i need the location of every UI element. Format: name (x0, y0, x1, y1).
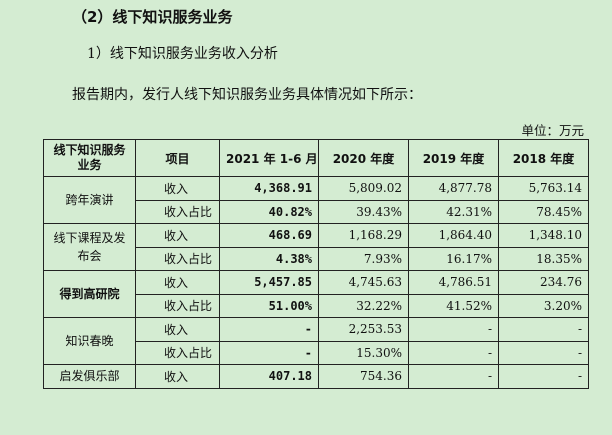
value-2019: 4,877.78 (408, 176, 499, 201)
business-name: 得到高研院 (43, 270, 136, 318)
table-row: 收入占比 40.82% 39.43% 42.31% 78.45% (44, 199, 589, 224)
header-2020: 2020 年度 (318, 139, 409, 177)
business-name: 跨年演讲 (43, 176, 136, 224)
item-label: 收入占比 (135, 199, 220, 224)
table-row: 得到高研院 收入 5,457.85 4,745.63 4,786.51 234.… (43, 270, 589, 318)
table-row: 收入占比 4.38% 7.93% 16.17% 18.35% (44, 246, 589, 271)
value-2019: 1,864.40 (408, 223, 499, 248)
unit-label: 单位：万元 (521, 123, 584, 138)
item-label: 收入 (135, 317, 220, 342)
intro-paragraph: 报告期内，发行人线下知识服务业务具体情况如下所示： (72, 87, 422, 103)
table-row: 启发俱乐部 收入 407.18 754.36 - - (43, 364, 589, 389)
table-header-row: 线下知识服务业务 项目 2021 年 1-6 月 2020 年度 2019 年度… (43, 139, 589, 177)
item-label: 收入 (135, 364, 220, 389)
value-2020: 1,168.29 (318, 223, 409, 248)
value-2021h1: 4,368.91 (219, 176, 319, 201)
item-label: 收入占比 (135, 340, 220, 365)
item-label: 收入 (135, 223, 220, 248)
value-2019: 41.52% (408, 293, 499, 318)
subsection-heading: 1）线下知识服务业务收入分析 (87, 46, 278, 62)
value-2020: 2,253.53 (318, 317, 409, 342)
business-name: 启发俱乐部 (43, 364, 136, 389)
value-2021h1: 40.82% (219, 199, 319, 224)
value-2018: 18.35% (498, 246, 589, 271)
value-2020: 5,809.02 (318, 176, 409, 201)
value-2019: 4,786.51 (408, 270, 499, 295)
value-2018: 5,763.14 (498, 176, 589, 201)
value-2020: 15.30% (318, 340, 409, 365)
table-row: 知识春晚 收入 - 2,253.53 - - (43, 317, 589, 365)
value-2020: 4,745.63 (318, 270, 409, 295)
header-2018: 2018 年度 (498, 139, 589, 177)
value-2019: - (408, 340, 499, 365)
value-2021h1: 5,457.85 (219, 270, 319, 295)
business-name: 知识春晚 (43, 317, 136, 365)
item-label: 收入占比 (135, 246, 220, 271)
item-label: 收入 (135, 176, 220, 201)
value-2019: 16.17% (408, 246, 499, 271)
value-2019: - (408, 317, 499, 342)
value-2019: 42.31% (408, 199, 499, 224)
value-2021h1: 4.38% (219, 246, 319, 271)
value-2020: 754.36 (318, 364, 409, 389)
header-business: 线下知识服务业务 (43, 139, 136, 177)
business-name: 线下课程及发布会 (43, 223, 136, 271)
value-2018: - (498, 364, 589, 389)
header-item: 项目 (135, 139, 220, 177)
value-2020: 39.43% (318, 199, 409, 224)
section-heading: （2）线下知识服务业务 (72, 8, 233, 26)
value-2021h1: 407.18 (219, 364, 319, 389)
value-2021h1: 51.00% (219, 293, 319, 318)
value-2020: 32.22% (318, 293, 409, 318)
value-2018: 1,348.10 (498, 223, 589, 248)
header-2021h1: 2021 年 1-6 月 (219, 139, 319, 177)
item-label: 收入 (135, 270, 220, 295)
value-2018: 234.76 (498, 270, 589, 295)
value-2018: 78.45% (498, 199, 589, 224)
value-2018: 3.20% (498, 293, 589, 318)
table-row: 线下课程及发布会 收入 468.69 1,168.29 1,864.40 1,3… (43, 223, 589, 271)
value-2021h1: - (219, 340, 319, 365)
value-2019: - (408, 364, 499, 389)
value-2021h1: 468.69 (219, 223, 319, 248)
table-row: 跨年演讲 收入 4,368.91 5,809.02 4,877.78 5,763… (43, 176, 589, 224)
value-2018: - (498, 340, 589, 365)
revenue-table: 线下知识服务业务 项目 2021 年 1-6 月 2020 年度 2019 年度… (43, 139, 589, 389)
value-2018: - (498, 317, 589, 342)
header-2019: 2019 年度 (408, 139, 499, 177)
value-2020: 7.93% (318, 246, 409, 271)
item-label: 收入占比 (135, 293, 220, 318)
table-row: 收入占比 - 15.30% - - (44, 340, 589, 365)
table-row: 收入占比 51.00% 32.22% 41.52% 3.20% (44, 293, 589, 318)
value-2021h1: - (219, 317, 319, 342)
